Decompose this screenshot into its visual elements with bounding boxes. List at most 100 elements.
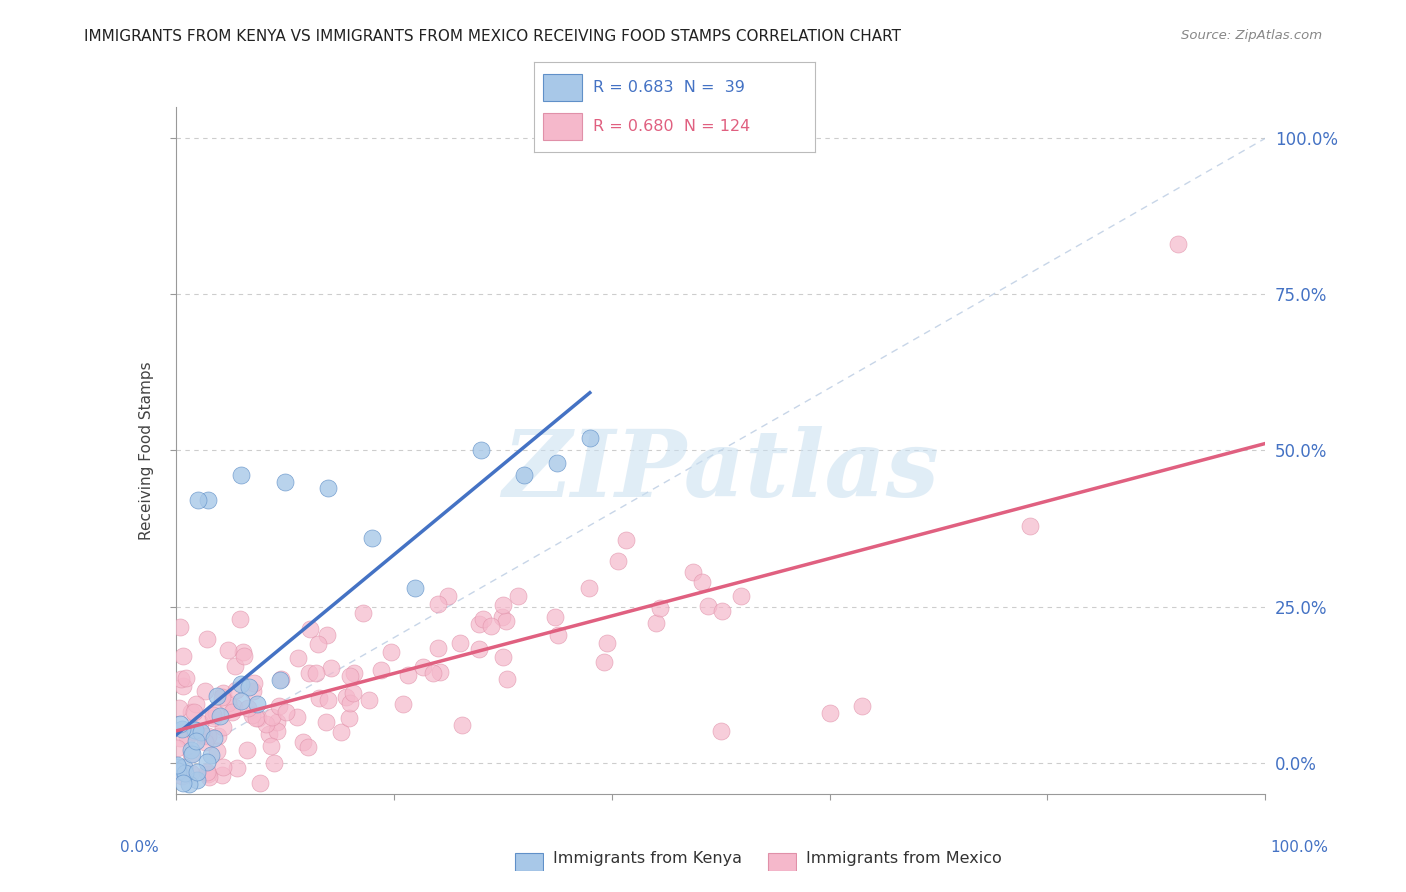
Text: Source: ZipAtlas.com: Source: ZipAtlas.com (1181, 29, 1322, 42)
Point (166, 764, 188, 779)
Point (274, 475, 297, 489)
Point (592, 655, 614, 669)
Point (243, 675, 266, 690)
Point (318, 481, 340, 495)
Point (212, 685, 235, 699)
Point (209, 709, 232, 723)
Point (269, 673, 291, 687)
Point (197, 767, 219, 781)
Point (169, 731, 191, 746)
Point (231, 676, 253, 690)
Bar (543, 74, 582, 101)
Point (266, 714, 288, 729)
Point (370, 664, 392, 678)
Point (818, 706, 841, 720)
Point (179, 818, 201, 832)
Point (492, 650, 515, 665)
Point (167, 760, 190, 774)
Point (260, 710, 283, 724)
Point (357, 693, 380, 707)
Point (246, 710, 269, 724)
Point (274, 705, 297, 719)
Point (190, 818, 212, 832)
Point (184, 734, 207, 748)
Point (391, 697, 413, 711)
Point (297, 740, 319, 755)
Point (468, 617, 491, 632)
Point (730, 589, 752, 603)
Point (254, 717, 277, 731)
Point (195, 765, 218, 780)
Point (238, 701, 260, 715)
Text: Immigrants from Kenya: Immigrants from Kenya (553, 851, 741, 865)
Point (211, 690, 233, 704)
Text: 100.0%: 100.0% (1271, 840, 1329, 855)
Point (184, 698, 207, 712)
Point (305, 665, 328, 680)
Point (180, 747, 202, 762)
Point (229, 693, 252, 707)
Point (231, 468, 253, 483)
Text: Immigrants from Mexico: Immigrants from Mexico (806, 851, 1001, 865)
Point (682, 566, 704, 580)
Point (242, 708, 264, 723)
Point (1018, 519, 1040, 533)
Point (472, 612, 495, 626)
Point (205, 706, 228, 721)
Point (606, 554, 628, 568)
Point (339, 696, 361, 710)
Point (190, 725, 212, 739)
Point (579, 431, 602, 445)
Point (697, 599, 720, 613)
Point (308, 637, 330, 651)
Point (180, 743, 202, 757)
Point (429, 665, 451, 679)
Point (236, 743, 259, 757)
Point (299, 622, 322, 636)
Point (194, 735, 217, 749)
Point (360, 531, 382, 545)
Point (225, 682, 247, 697)
Point (173, 760, 195, 774)
Point (287, 651, 309, 665)
Point (315, 715, 337, 730)
Point (495, 614, 517, 628)
Point (335, 690, 357, 704)
Point (343, 666, 366, 681)
Point (544, 609, 567, 624)
Point (315, 628, 337, 642)
Point (183, 723, 205, 737)
Point (172, 679, 194, 693)
Point (422, 665, 444, 680)
Y-axis label: Receiving Food Stamps: Receiving Food Stamps (139, 361, 155, 540)
Text: R = 0.683  N =  39: R = 0.683 N = 39 (593, 80, 745, 95)
Point (232, 645, 254, 659)
Point (224, 659, 246, 673)
Point (207, 729, 229, 743)
Point (176, 671, 198, 685)
Point (172, 776, 194, 790)
Point (711, 604, 734, 618)
Point (259, 739, 281, 753)
Point (547, 628, 569, 642)
Point (200, 748, 222, 763)
Point (263, 756, 285, 771)
Point (492, 598, 515, 612)
Point (546, 456, 568, 470)
Point (468, 642, 491, 657)
Point (427, 597, 450, 611)
Point (188, 715, 211, 730)
Point (238, 680, 260, 694)
Point (270, 672, 292, 686)
Point (176, 730, 198, 744)
Point (266, 724, 288, 739)
Point (232, 649, 254, 664)
Point (339, 669, 361, 683)
Point (337, 711, 360, 725)
Point (186, 493, 209, 508)
Point (193, 729, 215, 743)
Point (292, 735, 315, 749)
Point (195, 755, 218, 769)
Point (437, 589, 460, 603)
Text: R = 0.680  N = 124: R = 0.680 N = 124 (593, 120, 751, 134)
